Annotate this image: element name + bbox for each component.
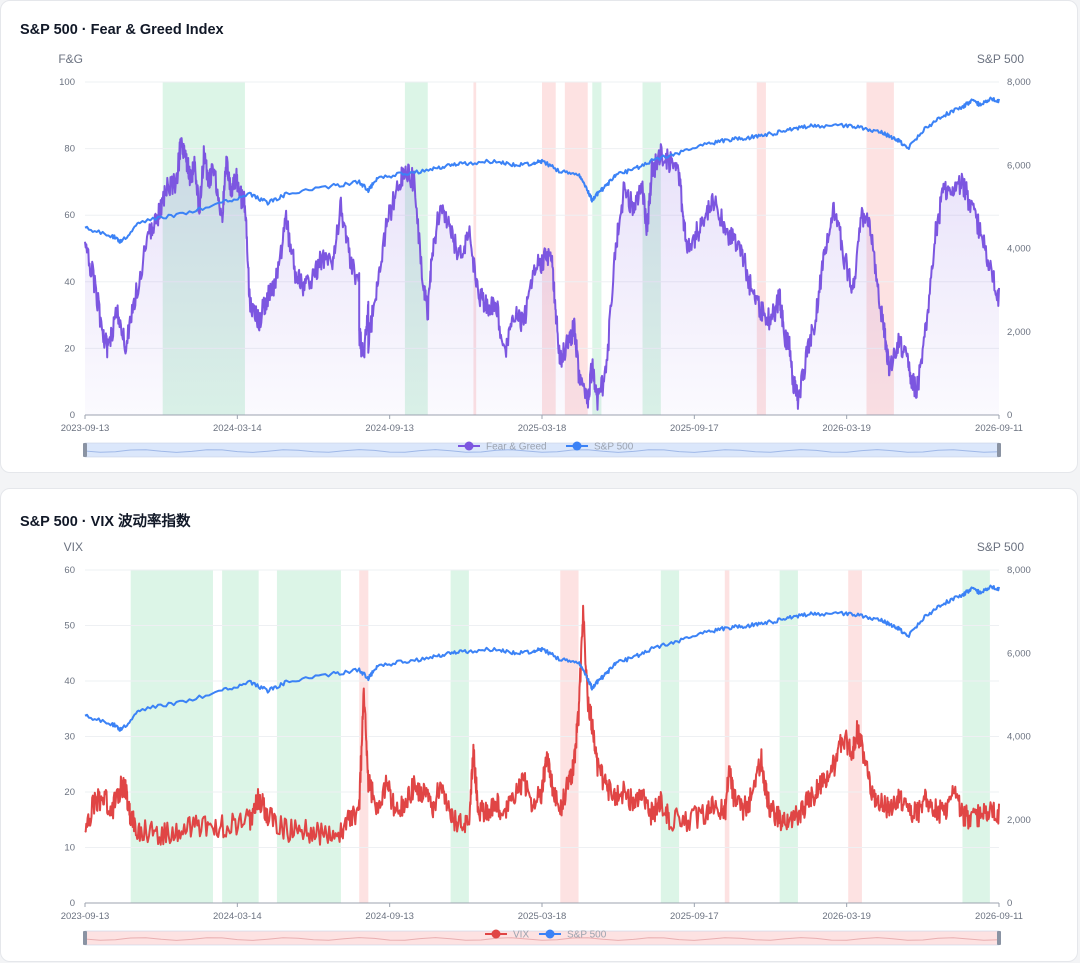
x-tick-label: 2026-03-19: [822, 911, 871, 922]
y-right-tick-label: 2,000: [1007, 815, 1031, 826]
y-left-tick-label: 100: [59, 77, 75, 88]
y-left-tick-label: 60: [64, 565, 75, 576]
y-right-axis-name: S&P 500: [977, 540, 1024, 554]
y-right-tick-label: 0: [1007, 410, 1012, 421]
y-left-tick-label: 30: [64, 732, 75, 743]
y-left-tick-label: 10: [64, 843, 75, 854]
y-right-tick-label: 4,000: [1007, 244, 1031, 255]
vix-chart-card: S&P 500 · VIX 波动率指数 0 10 20 30 40 50 60 0 2,000 4…: [0, 488, 1078, 962]
series-line-vix: [84, 604, 1000, 846]
y-right-tick-label: 6,000: [1007, 160, 1031, 171]
x-tick-label: 2025-03-18: [518, 423, 567, 434]
x-tick-label: 2024-03-14: [213, 423, 262, 434]
y-left-tick-label: 0: [70, 898, 75, 909]
y-right-tick-label: 8,000: [1007, 77, 1031, 88]
y-right-tick-label: 8,000: [1007, 565, 1031, 576]
legend-marker: [464, 441, 474, 451]
legend-label: S&P 500: [567, 930, 607, 941]
fear-greed-chart-card: S&P 500 · Fear & Greed Index 0 20 40 60 80 10…: [0, 0, 1078, 473]
x-tick-label: 2025-03-18: [518, 911, 567, 922]
slider-preview: [84, 449, 1000, 453]
y-left-tick-label: 0: [70, 410, 75, 421]
y-right-axis-name: S&P 500: [977, 52, 1024, 66]
x-tick-label: 2024-09-13: [365, 911, 414, 922]
legend-marker: [545, 929, 555, 939]
data-zoom-slider[interactable]: [83, 930, 1001, 946]
slider-handle-left[interactable]: [83, 931, 87, 945]
x-tick-label: 2025-09-17: [670, 911, 719, 922]
y-left-tick-label: 20: [64, 343, 75, 354]
y-left-tick-label: 50: [64, 621, 75, 632]
legend-item[interactable]: VIX: [485, 929, 529, 941]
legend-item[interactable]: S&P 500: [539, 929, 607, 941]
slider-preview: [84, 937, 1000, 941]
slider-handle-right[interactable]: [997, 931, 1001, 945]
x-tick-label: 2025-09-17: [670, 423, 719, 434]
y-left-tick-label: 60: [64, 210, 75, 221]
series-line-fear-greed: [84, 137, 1000, 411]
y-right-tick-label: 4,000: [1007, 732, 1031, 743]
y-right-tick-label: 6,000: [1007, 648, 1031, 659]
vix-chart: 0 10 20 30 40 50 60 0 2,000 4,000 6,000 8,000 VIX S&P…: [61, 540, 1031, 946]
legend-item[interactable]: S&P 500: [566, 441, 634, 453]
x-tick-label: 2023-09-13: [61, 423, 110, 434]
y-left-axis-name: VIX: [64, 540, 83, 554]
fear-greed-chart: 0 20 40 60 80 100 0 2,000 4,000 6,000 8,000 F&G S&P …: [58, 52, 1031, 458]
chart-title: S&P 500 · Fear & Greed Index: [20, 22, 224, 38]
data-zoom-slider[interactable]: [83, 442, 1001, 458]
x-tick-label: 2024-03-14: [213, 911, 262, 922]
legend-label: VIX: [513, 930, 529, 941]
x-tick-label: 2026-09-11: [975, 911, 1023, 922]
x-tick-label: 2023-09-13: [61, 911, 110, 922]
x-tick-label: 2026-03-19: [822, 423, 871, 434]
series-line-s-p-500: [84, 584, 1000, 732]
series-area: [85, 138, 999, 415]
legend-label: S&P 500: [594, 442, 634, 453]
legend-marker: [491, 929, 501, 939]
series-line-s-p-500: [84, 96, 1000, 244]
greed-band: [592, 82, 602, 415]
fear-band: [473, 82, 477, 415]
y-left-tick-label: 80: [64, 144, 75, 155]
chart-title: S&P 500 · VIX 波动率指数: [20, 514, 191, 530]
y-right-tick-label: 2,000: [1007, 327, 1031, 338]
y-left-axis-name: F&G: [58, 52, 83, 66]
slider-handle-right[interactable]: [997, 443, 1001, 457]
x-tick-label: 2024-09-13: [365, 423, 414, 434]
fear-band: [756, 82, 766, 415]
legend-label: Fear & Greed: [486, 442, 547, 453]
y-left-tick-label: 40: [64, 277, 75, 288]
y-right-tick-label: 0: [1007, 898, 1012, 909]
y-left-tick-label: 40: [64, 676, 75, 687]
x-tick-label: 2026-09-11: [975, 423, 1023, 434]
slider-handle-left[interactable]: [83, 443, 87, 457]
legend-marker: [572, 441, 582, 451]
y-left-tick-label: 20: [64, 787, 75, 798]
legend-item[interactable]: Fear & Greed: [458, 441, 547, 453]
